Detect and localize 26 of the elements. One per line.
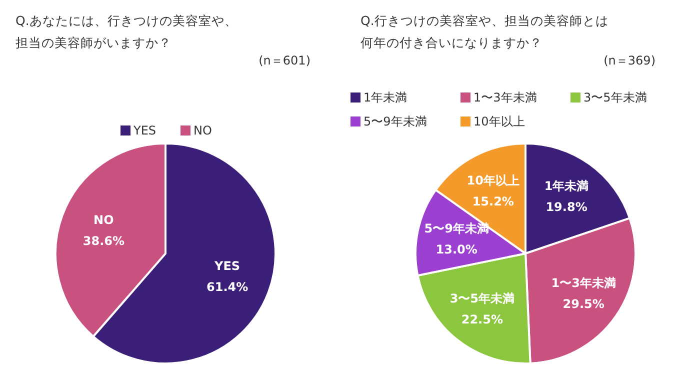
- legend-label: 1〜3年未満: [474, 90, 537, 104]
- chart-subtitle: 担当の美容師がいますか？: [16, 35, 172, 50]
- data-label: 13.0%: [436, 242, 478, 257]
- data-label: 38.6%: [82, 234, 125, 248]
- data-label: 61.4%: [206, 280, 248, 294]
- data-label: 29.5%: [562, 296, 604, 311]
- legend-label: 5〜9年未満: [364, 114, 427, 128]
- data-label: 22.5%: [461, 312, 503, 326]
- text: (n＝601): [258, 54, 310, 68]
- data-label: 19.8%: [546, 200, 588, 214]
- slice-label: 10年以上: [466, 173, 520, 188]
- slice-label: NO: [94, 212, 114, 227]
- legend-label: YES: [132, 124, 156, 138]
- slice-label: 1〜3年未満: [551, 276, 616, 290]
- data-label: 15.2%: [472, 194, 514, 208]
- legend-label: 1年未満: [364, 90, 408, 104]
- slice-label: 3〜5年未満: [450, 291, 515, 306]
- text: (n＝369): [604, 54, 656, 68]
- chart-title: Q.行きつけの美容室や、担当の美容師とは: [360, 13, 608, 28]
- slice-label: 1年未満: [544, 178, 589, 193]
- legend-label: 3〜5年未満: [584, 90, 647, 104]
- legend-label: 10年以上: [474, 114, 525, 128]
- chart-subtitle: 何年の付き合いになりますか？: [360, 35, 542, 50]
- chart-title: Q.あなたには、行きつけの美容室や、: [16, 13, 238, 28]
- slice-label: YES: [214, 259, 240, 274]
- legend-label: NO: [194, 124, 212, 138]
